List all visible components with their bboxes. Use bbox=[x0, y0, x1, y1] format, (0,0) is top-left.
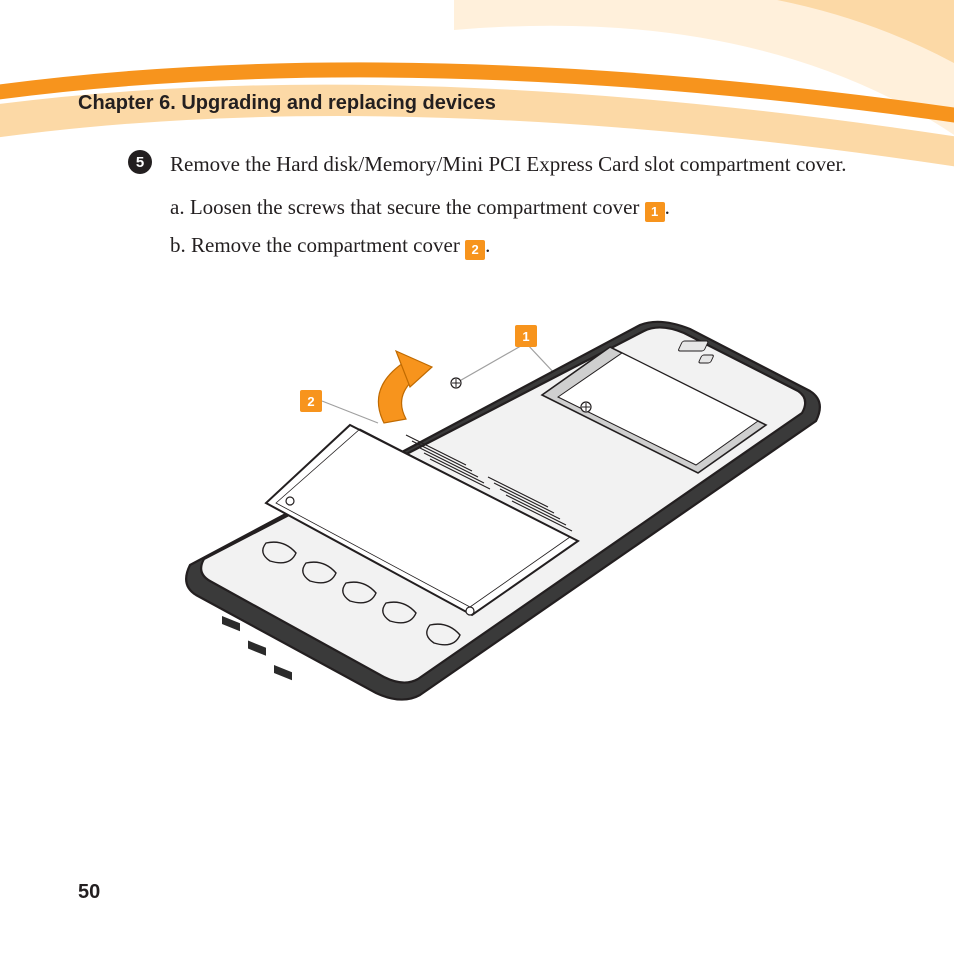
step-text: Remove the Hard disk/Memory/Mini PCI Exp… bbox=[170, 152, 847, 176]
inline-callout-1-icon: 1 bbox=[645, 202, 665, 222]
substep-a-period: . bbox=[665, 195, 670, 219]
diagram: 1 2 bbox=[170, 295, 830, 715]
laptop-underside-icon bbox=[170, 295, 830, 715]
substep-a-prefix: a. bbox=[170, 195, 190, 219]
diagram-callout-2-icon: 2 bbox=[300, 390, 322, 412]
substep-b-period: . bbox=[485, 233, 490, 257]
substep-b-text: Remove the compartment cover bbox=[191, 233, 465, 257]
inline-callout-2-icon: 2 bbox=[465, 240, 485, 260]
substeps: a. Loosen the screws that secure the com… bbox=[170, 191, 847, 262]
step-body: Remove the Hard disk/Memory/Mini PCI Exp… bbox=[170, 148, 847, 262]
substep-a-text: Loosen the screws that secure the compar… bbox=[190, 195, 645, 219]
substep-a: a. Loosen the screws that secure the com… bbox=[170, 191, 847, 224]
step-5: 5 Remove the Hard disk/Memory/Mini PCI E… bbox=[128, 148, 864, 262]
content-area: 5 Remove the Hard disk/Memory/Mini PCI E… bbox=[128, 148, 864, 262]
page-number: 50 bbox=[78, 881, 100, 904]
chapter-title: Chapter 6. Upgrading and replacing devic… bbox=[78, 92, 496, 115]
step-number-bullet: 5 bbox=[128, 150, 152, 174]
substep-b-prefix: b. bbox=[170, 233, 191, 257]
diagram-callout-1-icon: 1 bbox=[515, 325, 537, 347]
substep-b: b. Remove the compartment cover 2. bbox=[170, 229, 847, 262]
